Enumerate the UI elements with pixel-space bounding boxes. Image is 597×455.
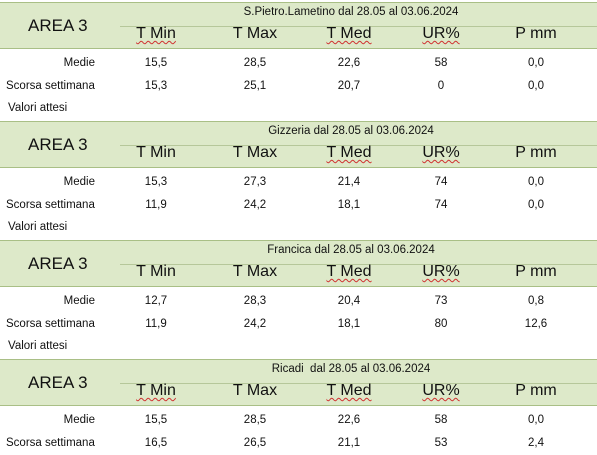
- row-label-scorsa: Scorsa settimana: [6, 199, 95, 211]
- cell-medie-tmed: 21,4: [337, 176, 361, 188]
- column-header-band: [120, 383, 597, 404]
- block-header: AREA 3 Francica dal 28.05 al 03.06.2024 …: [0, 240, 597, 287]
- cell-scorsa-tmin: 11,9: [145, 318, 167, 330]
- cell-medie-tmin: 12,7: [144, 295, 168, 307]
- station-period-title: Gizzeria dal 28.05 al 03.06.2024: [268, 125, 434, 137]
- block-header: AREA 3 Gizzeria dal 28.05 al 03.06.2024 …: [0, 121, 597, 168]
- station-block-ricadi: AREA 3 Ricadi dal 28.05 al 03.06.2024 T …: [0, 359, 597, 455]
- row-label-scorsa: Scorsa settimana: [6, 80, 95, 92]
- cell-medie-tmed: 22,6: [337, 414, 361, 426]
- cell-scorsa-ur: 74: [434, 199, 448, 211]
- col-header-tmax: T Max: [232, 144, 278, 161]
- column-header-band: [120, 26, 597, 47]
- col-header-pmm: P mm: [515, 144, 557, 161]
- col-header-tmed: T Med: [326, 25, 372, 42]
- cell-medie-tmed: 22,6: [337, 57, 361, 69]
- row-label-medie: Medie: [63, 57, 95, 69]
- cell-medie-tmax: 28,5: [243, 57, 267, 69]
- row-label-scorsa: Scorsa settimana: [6, 437, 95, 449]
- cell-scorsa-pmm: 12,6: [524, 318, 548, 330]
- station-period-title: Francica dal 28.05 al 03.06.2024: [267, 244, 435, 256]
- cell-scorsa-tmax: 26,5: [243, 437, 267, 449]
- cell-scorsa-tmed: 21,1: [337, 437, 361, 449]
- col-header-tmax: T Max: [232, 382, 278, 399]
- cell-scorsa-pmm: 2,4: [528, 437, 544, 449]
- cell-medie-tmin: 15,5: [144, 414, 168, 426]
- cell-medie-ur: 73: [434, 295, 448, 307]
- col-header-tmax: T Max: [232, 25, 278, 42]
- cell-medie-tmax: 28,3: [243, 295, 267, 307]
- col-header-pmm: P mm: [515, 382, 557, 399]
- cell-medie-ur: 58: [434, 57, 448, 69]
- cell-medie-pmm: 0,0: [528, 414, 544, 426]
- area-label: AREA 3: [28, 254, 88, 273]
- station-period-title: Ricadi dal 28.05 al 03.06.2024: [271, 363, 431, 375]
- cell-scorsa-pmm: 0,0: [528, 199, 544, 211]
- column-header-band: [120, 264, 597, 285]
- col-header-tmed: T Med: [326, 263, 372, 280]
- cell-medie-tmed: 20,4: [337, 295, 361, 307]
- col-header-ur: UR%: [422, 382, 460, 399]
- cell-medie-pmm: 0,0: [528, 57, 544, 69]
- col-header-tmed: T Med: [326, 382, 372, 399]
- col-header-tmin: T Min: [136, 382, 176, 399]
- block-header: AREA 3 Ricadi dal 28.05 al 03.06.2024 T …: [0, 359, 597, 406]
- col-header-tmin: T Min: [136, 25, 176, 42]
- row-label-medie: Medie: [63, 414, 95, 426]
- cell-scorsa-ur: 0: [437, 80, 445, 92]
- col-header-ur: UR%: [422, 263, 460, 280]
- cell-medie-tmax: 27,3: [243, 176, 267, 188]
- cell-scorsa-ur: 80: [434, 318, 448, 330]
- cell-scorsa-ur: 53: [434, 437, 448, 449]
- row-label-scorsa: Scorsa settimana: [6, 318, 95, 330]
- cell-scorsa-tmed: 18,1: [337, 318, 361, 330]
- col-header-pmm: P mm: [515, 263, 557, 280]
- cell-scorsa-tmin: 15,3: [144, 80, 168, 92]
- block-header: AREA 3 S.Pietro.Lametino dal 28.05 al 03…: [0, 2, 597, 49]
- cell-scorsa-tmed: 20,7: [337, 80, 361, 92]
- area-label: AREA 3: [28, 135, 88, 154]
- row-label-medie: Medie: [63, 295, 95, 307]
- cell-medie-pmm: 0,0: [528, 176, 544, 188]
- col-header-tmax: T Max: [232, 263, 278, 280]
- cell-medie-ur: 74: [434, 176, 448, 188]
- area-label: AREA 3: [28, 373, 88, 392]
- cell-scorsa-tmin: 16,5: [144, 437, 168, 449]
- cell-medie-tmin: 15,5: [144, 57, 168, 69]
- row-label-attesi: Valori attesi: [8, 221, 68, 233]
- cell-medie-ur: 58: [434, 414, 448, 426]
- cell-scorsa-tmax: 25,1: [243, 80, 267, 92]
- cell-medie-tmin: 15,3: [144, 176, 168, 188]
- cell-scorsa-tmax: 24,2: [243, 199, 267, 211]
- cell-scorsa-tmax: 24,2: [243, 318, 267, 330]
- column-header-band: [120, 145, 597, 166]
- cell-medie-tmax: 28,5: [243, 414, 267, 426]
- station-block-gizzeria: AREA 3 Gizzeria dal 28.05 al 03.06.2024 …: [0, 121, 597, 239]
- row-label-medie: Medie: [63, 176, 95, 188]
- col-header-ur: UR%: [422, 144, 460, 161]
- col-header-tmed: T Med: [326, 144, 372, 161]
- area-label: AREA 3: [28, 16, 88, 35]
- row-label-attesi: Valori attesi: [8, 102, 68, 114]
- cell-scorsa-tmin: 11,9: [145, 199, 167, 211]
- col-header-tmin: T Min: [136, 263, 176, 280]
- station-block-francica: AREA 3 Francica dal 28.05 al 03.06.2024 …: [0, 240, 597, 358]
- col-header-tmin: T Min: [136, 144, 176, 161]
- station-block-san-pietro-lametino: AREA 3 S.Pietro.Lametino dal 28.05 al 03…: [0, 2, 597, 120]
- cell-scorsa-tmed: 18,1: [337, 199, 361, 211]
- cell-scorsa-pmm: 0,0: [528, 80, 544, 92]
- col-header-ur: UR%: [422, 25, 460, 42]
- station-period-title: S.Pietro.Lametino dal 28.05 al 03.06.202…: [243, 6, 459, 18]
- cell-medie-pmm: 0,8: [528, 295, 544, 307]
- col-header-pmm: P mm: [515, 25, 557, 42]
- row-label-attesi: Valori attesi: [8, 340, 68, 352]
